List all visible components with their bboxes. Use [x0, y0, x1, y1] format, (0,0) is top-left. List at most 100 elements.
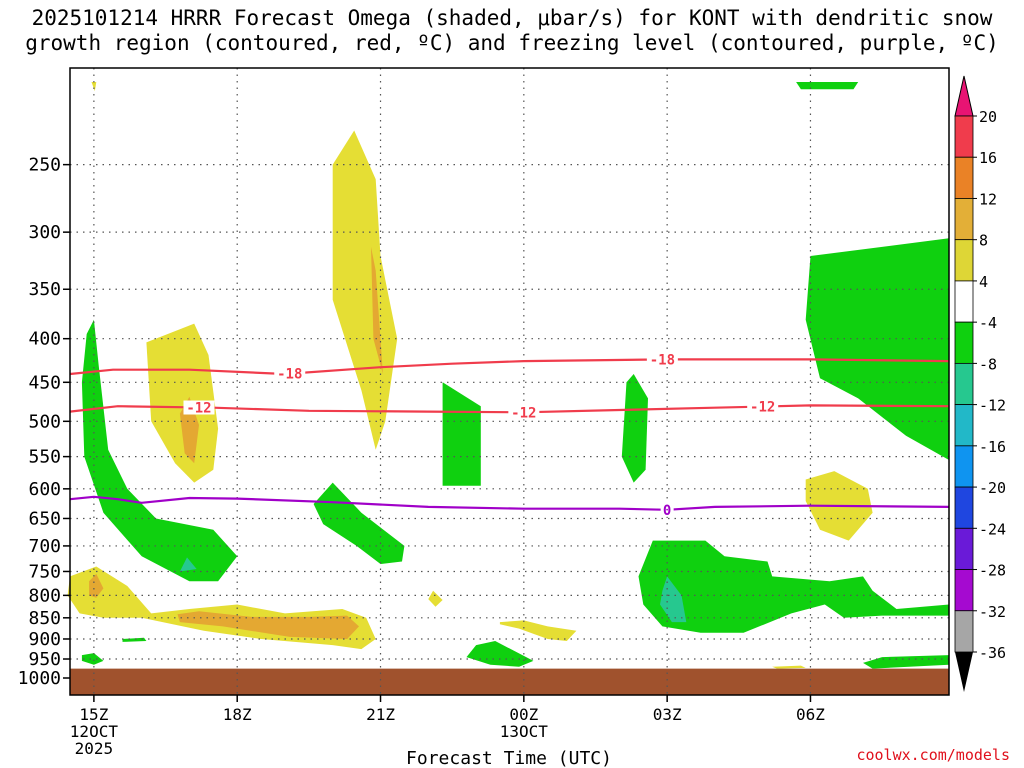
- omega-region-green-18: [638, 540, 949, 633]
- colorbar-label--24: -24: [979, 520, 1006, 538]
- ground-area: [70, 668, 949, 695]
- colorbar-swatch-5: [954, 321, 974, 364]
- contour-label-bg-0-0: [660, 502, 674, 517]
- y-tick-label-300: 300: [28, 222, 61, 243]
- colorbar-top-arrow: [954, 75, 974, 117]
- colorbar-swatch-1: [954, 156, 974, 199]
- contour-label-bg--18-1: [646, 352, 678, 367]
- grid-lines: [70, 68, 949, 695]
- colorbar-swatch-4: [954, 280, 974, 323]
- colorbar-swatch-7: [954, 404, 974, 447]
- y-tick-label-600: 600: [28, 479, 61, 500]
- colorbar-swatch-0: [954, 115, 974, 158]
- y-tick-label-450: 450: [28, 372, 61, 393]
- credit-link[interactable]: coolwx.com/models: [856, 746, 1010, 764]
- x-tick-label-21Z: 21Z: [366, 705, 395, 724]
- shaded-regions: [67, 82, 949, 669]
- x-tick-label-00Z: 00Z: [509, 705, 538, 724]
- omega-region-green-14: [442, 382, 481, 486]
- omega-region-green-17: [621, 374, 648, 483]
- contour-line-0: [69, 495, 950, 511]
- contour-label--12-0: -12: [186, 401, 211, 417]
- contour-label-bg--12-1: [508, 405, 540, 420]
- chart-title: 2025101214 HRRR Forecast Omega (shaded, …: [0, 6, 1024, 56]
- y-axis: 2503003504004505005506006507007508008509…: [18, 155, 70, 689]
- contour-label-bg--18-0: [274, 366, 306, 381]
- omega-region-yellow-24: [772, 665, 806, 669]
- colorbar-swatch-6: [954, 362, 974, 406]
- colorbar-label--4: -4: [979, 314, 997, 332]
- colorbar-label--32: -32: [979, 603, 1006, 621]
- x-tick-label-00Z-line2: 13OCT: [500, 722, 549, 741]
- omega-region-green-22: [796, 82, 859, 90]
- omega-region-green-11: [122, 637, 147, 642]
- y-tick-label-850: 850: [28, 608, 61, 629]
- y-tick-label-950: 950: [28, 649, 61, 670]
- y-tick-label-1000: 1000: [18, 668, 61, 689]
- title-line-2: growth region (contoured, red, ºC) and f…: [25, 31, 999, 55]
- colorbar-label--12: -12: [979, 397, 1006, 415]
- omega-region-yellow-13: [428, 590, 443, 607]
- colorbar-swatch-11: [954, 569, 974, 612]
- y-tick-label-750: 750: [28, 561, 61, 582]
- x-tick-label-15Z: 15Z: [79, 705, 108, 724]
- y-tick-label-650: 650: [28, 508, 61, 529]
- colorbar-label--28: -28: [979, 562, 1006, 580]
- contour-label-bg--12-0: [183, 400, 215, 415]
- colorbar-label-4: 4: [979, 273, 988, 291]
- x-axis-label: Forecast Time (UTC): [406, 748, 612, 768]
- contour-line--18: [69, 358, 950, 376]
- omega-region-green-10: [81, 653, 104, 665]
- colorbar-swatch-8: [954, 445, 974, 488]
- omega-region-orange-9: [177, 611, 359, 639]
- x-tick-label-03Z: 03Z: [653, 705, 682, 724]
- y-tick-label-350: 350: [28, 279, 61, 300]
- omega-region-teal-19: [660, 576, 687, 623]
- colorbar-label--16: -16: [979, 438, 1006, 456]
- omega-region-green-15: [466, 641, 534, 667]
- y-tick-label-550: 550: [28, 447, 61, 468]
- colorbar-swatch-9: [954, 486, 974, 529]
- x-tick-label-18Z: 18Z: [223, 705, 252, 724]
- y-tick-label-500: 500: [28, 411, 61, 432]
- y-tick-label-250: 250: [28, 155, 61, 176]
- colorbar-label--36: -36: [979, 644, 1006, 662]
- colorbar-swatch-10: [954, 527, 974, 570]
- colorbar-label-8: 8: [979, 232, 988, 250]
- colorbar-bottom-arrow: [955, 652, 973, 692]
- y-tick-label-900: 900: [28, 629, 61, 650]
- contour-label-0-0: 0: [663, 503, 671, 519]
- x-tick-label-15Z-line3: 2025: [75, 739, 114, 758]
- omega-region-yellow-16: [499, 620, 577, 641]
- omega-region-green-21: [805, 238, 949, 460]
- omega-region-yellow-1: [146, 323, 219, 483]
- y-tick-label-700: 700: [28, 536, 61, 557]
- x-tick-label-06Z: 06Z: [796, 705, 825, 724]
- colorbar-swatch-12: [954, 610, 974, 653]
- omega-region-green-23: [863, 655, 949, 669]
- colorbar-label--20: -20: [979, 479, 1006, 497]
- colorbar-legend: 20 16 12 8 4 -4 -8 -12 -16 -20 -24 -28 -32 -36: [954, 75, 1006, 692]
- contour-label--12-1: -12: [511, 405, 536, 421]
- title-line-1: 2025101214 HRRR Forecast Omega (shaded, …: [31, 6, 993, 30]
- omega-region-green-5: [81, 319, 238, 582]
- contour-label--18-1: -18: [650, 352, 675, 368]
- omega-region-teal-6: [179, 557, 197, 572]
- colorbar-swatch-3: [954, 239, 974, 282]
- contour-label--18-0: -18: [277, 367, 302, 383]
- omega-region-yellow-0: [91, 82, 97, 92]
- omega-region-green-12: [313, 482, 405, 564]
- colorbar-label-16: 16: [979, 149, 997, 167]
- colorbar-swatch-2: [954, 198, 974, 241]
- omega-region-yellow-3: [332, 130, 398, 450]
- contour-label--12-2: -12: [750, 400, 775, 416]
- x-tick-label-15Z-line2: 12OCT: [70, 722, 119, 741]
- contour-label-bg--12-2: [747, 399, 779, 414]
- omega-region-orange-8: [89, 573, 104, 598]
- colorbar-label-12: 12: [979, 190, 997, 208]
- y-tick-label-400: 400: [28, 329, 61, 350]
- colorbar-label--8: -8: [979, 355, 997, 373]
- plot-frame: [69, 67, 950, 696]
